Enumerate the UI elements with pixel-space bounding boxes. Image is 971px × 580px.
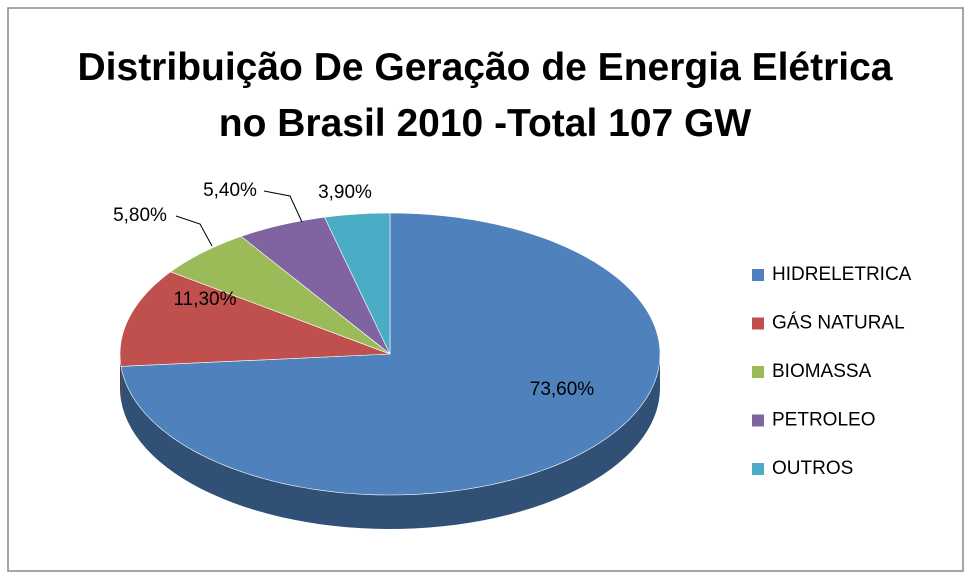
legend-label: GÁS NATURAL <box>772 313 905 334</box>
leader-line <box>175 215 213 247</box>
pie-slice <box>240 216 391 355</box>
legend-label: HIDRELETRICA <box>772 264 912 285</box>
pie-slice <box>119 271 391 367</box>
leader-line <box>263 190 303 223</box>
pie-slice <box>324 212 391 355</box>
data-label: 5,80% <box>113 205 167 226</box>
legend-swatch <box>752 269 764 281</box>
legend-label: PETROLEO <box>772 410 875 431</box>
legend-label: OUTROS <box>772 458 853 479</box>
legend-swatch <box>752 414 764 427</box>
data-label: 5,40% <box>203 180 257 201</box>
legend-swatch <box>752 317 764 330</box>
pie-slice <box>169 236 391 355</box>
data-label: 73,60% <box>530 379 595 400</box>
legend-swatch <box>752 463 764 475</box>
data-label: 11,30% <box>173 289 236 310</box>
chart-title: Distribuição De Geração de Energia Elétr… <box>77 46 893 145</box>
pie-slice <box>120 212 661 496</box>
pie-slice-side <box>121 354 660 529</box>
legend-swatch <box>752 366 764 378</box>
legend-label: BIOMASSA <box>772 361 872 382</box>
data-label: 3,90% <box>318 182 372 203</box>
